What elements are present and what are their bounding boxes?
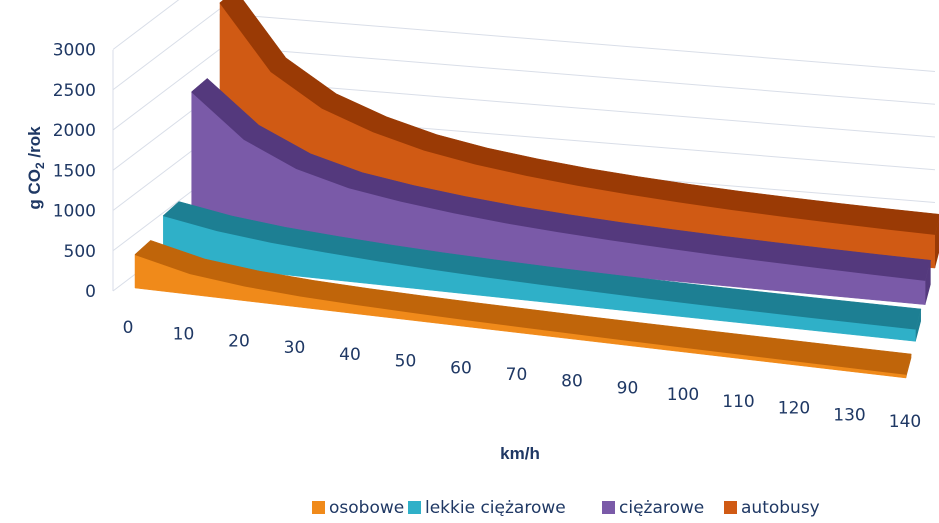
x-tick-label: 80 — [561, 372, 583, 392]
legend-swatch-autobusy — [724, 501, 737, 514]
x-axis-title: km/h — [500, 444, 540, 463]
legend-label-lekkie ciężarowe: lekkie ciężarowe — [425, 498, 566, 518]
x-tick-label: 50 — [395, 352, 417, 372]
y-tick-label: 1000 — [53, 202, 96, 222]
series-cap-ciężarowe — [925, 260, 931, 305]
ribbons — [134, 0, 939, 379]
x-tick-label: 130 — [833, 405, 865, 425]
y-axis-title: g CO2 /rok — [25, 126, 47, 210]
series-edge-lekkie ciężarowe — [163, 214, 916, 330]
side-gridline — [112, 8, 221, 91]
x-tick-label: 60 — [450, 358, 472, 378]
legend-swatch-ciężarowe — [602, 501, 615, 514]
side-gridline — [112, 48, 221, 131]
legend-swatch-osobowe — [312, 501, 325, 514]
legend-label-ciężarowe: ciężarowe — [619, 498, 704, 518]
x-ticks: 0 10 20 30 40 50 60 70 80 90 100 110 120 130 140 — [123, 318, 922, 432]
x-tick-label: 70 — [506, 365, 528, 385]
back-gridline — [219, 13, 936, 72]
series-edge-osobowe — [134, 253, 907, 375]
x-tick-label: 0 — [123, 318, 134, 338]
x-tick-label: 120 — [778, 399, 810, 419]
series-cap-autobusy — [935, 219, 939, 268]
legend: osobowe lekkie ciężarowe ciężarowe autobusy — [312, 498, 820, 518]
back-gridline — [219, 78, 936, 138]
series-edge-autobusy — [219, 2, 936, 235]
x-tick-label: 10 — [173, 325, 195, 345]
y-tick-label: 0 — [85, 282, 96, 302]
y-tick-label: 500 — [64, 242, 96, 262]
y-tick-label: 2500 — [53, 81, 96, 101]
legend-label-osobowe: osobowe — [329, 498, 404, 518]
y-ticks: 0 500 1000 1500 2000 2500 3000 — [53, 41, 96, 303]
side-gridline — [112, 0, 180, 50]
x-tick-label: 140 — [889, 412, 921, 432]
series-cap-lekkie ciężarowe — [915, 308, 921, 342]
x-tick-label: 110 — [722, 392, 754, 412]
x-tick-label: 100 — [667, 385, 699, 405]
x-tick-label: 40 — [339, 345, 361, 365]
y-axis-title-sub: 2 — [33, 162, 47, 169]
y-tick-label: 2000 — [53, 121, 96, 141]
y-axis-title-main: g CO — [25, 169, 44, 210]
x-tick-label: 20 — [228, 331, 250, 351]
back-gridline — [219, 45, 936, 105]
x-tick-label: 90 — [617, 378, 639, 398]
legend-label-autobusy: autobusy — [741, 498, 820, 518]
y-axis-title-tail: /rok — [25, 126, 44, 162]
y-tick-label: 1500 — [53, 161, 96, 181]
series-cap-osobowe — [906, 354, 912, 378]
series-edge-ciężarowe — [191, 91, 926, 281]
y-tick-label: 3000 — [53, 41, 96, 61]
legend-swatch-lekkie ciężarowe — [408, 501, 421, 514]
x-tick-label: 30 — [284, 338, 306, 358]
